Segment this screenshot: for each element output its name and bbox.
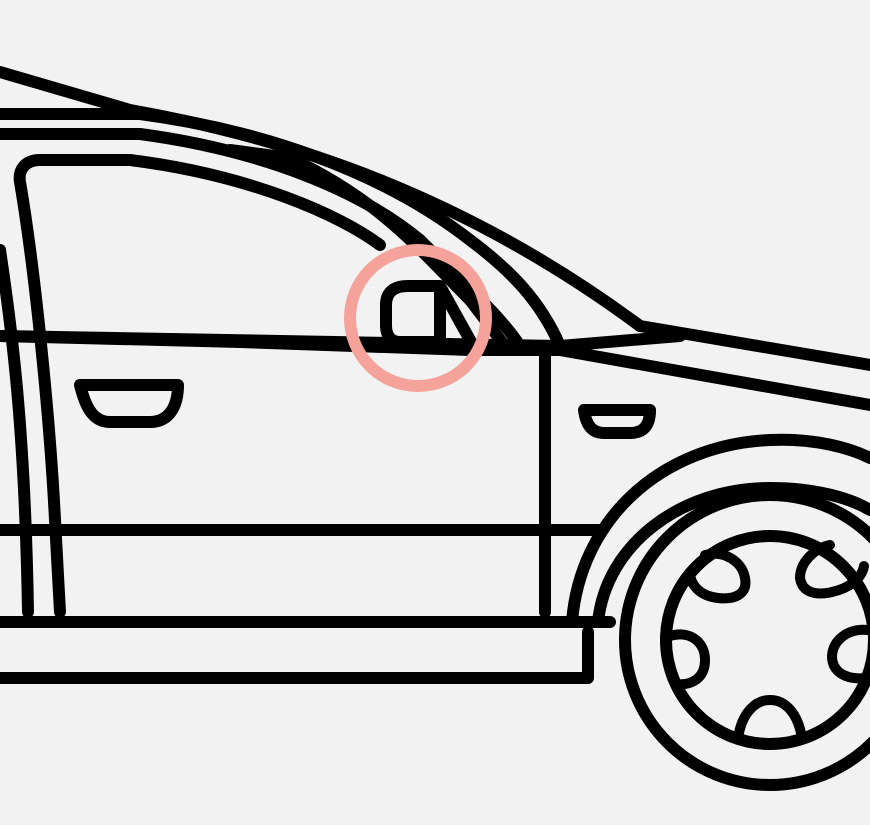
roof-inner-line bbox=[0, 108, 566, 352]
rim bbox=[660, 530, 870, 750]
rim-spoke-right bbox=[827, 624, 870, 684]
rear-pillar bbox=[0, 244, 34, 618]
highlight-circle bbox=[344, 244, 492, 392]
rocker-panel bbox=[0, 626, 594, 684]
rim-spoke-bottom bbox=[733, 695, 807, 743]
side-mirror bbox=[380, 280, 476, 348]
hood-line bbox=[634, 320, 870, 371]
fender-line bbox=[554, 344, 870, 411]
tire bbox=[619, 489, 870, 791]
rim-spoke-top-left bbox=[685, 548, 751, 604]
rim-spoke-left bbox=[665, 629, 710, 690]
wheel-arch-inner bbox=[592, 482, 870, 628]
rim-spoke-top-right bbox=[795, 540, 869, 599]
front-fender-vent bbox=[578, 404, 656, 439]
rear-door-handle bbox=[74, 379, 184, 428]
a-pillar-line bbox=[224, 144, 511, 352]
wheel-arch-outer bbox=[566, 433, 870, 628]
window-frame-left bbox=[13, 154, 66, 618]
